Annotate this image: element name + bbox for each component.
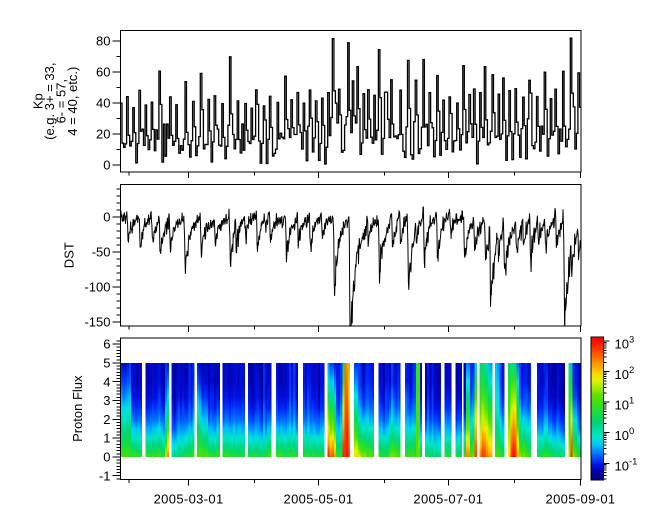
- svg-text:4: 4: [103, 374, 110, 389]
- svg-text:Kp: Kp: [31, 93, 46, 109]
- svg-text:20: 20: [96, 127, 110, 142]
- svg-text:10-1: 10-1: [615, 457, 638, 474]
- svg-text:3: 3: [103, 393, 110, 408]
- svg-text:6- = 57,: 6- = 57,: [54, 79, 69, 123]
- svg-text:40: 40: [96, 96, 110, 111]
- svg-text:4 = 40, etc.): 4 = 40, etc.): [65, 67, 80, 136]
- svg-text:0: 0: [103, 158, 110, 173]
- svg-text:60: 60: [96, 65, 110, 80]
- svg-text:103: 103: [615, 334, 635, 351]
- svg-text:Proton Flux: Proton Flux: [70, 375, 85, 442]
- svg-text:2: 2: [103, 412, 110, 427]
- svg-text:-1: -1: [99, 468, 111, 483]
- svg-text:102: 102: [615, 365, 635, 382]
- svg-text:2005-05-01: 2005-05-01: [284, 492, 354, 507]
- svg-text:0: 0: [103, 210, 110, 225]
- svg-text:2005-09-01: 2005-09-01: [546, 492, 616, 507]
- svg-text:-100: -100: [84, 280, 110, 295]
- svg-text:-50: -50: [92, 245, 111, 260]
- svg-text:100: 100: [615, 426, 635, 443]
- svg-text:2005-03-01: 2005-03-01: [154, 492, 224, 507]
- svg-text:(e.g. 3+ = 33,: (e.g. 3+ = 33,: [42, 63, 57, 140]
- svg-text:6: 6: [103, 337, 110, 352]
- svg-text:5: 5: [103, 356, 110, 371]
- svg-text:0: 0: [103, 450, 110, 465]
- svg-text:101: 101: [615, 395, 635, 412]
- svg-text:1: 1: [103, 431, 110, 446]
- svg-text:DST: DST: [61, 242, 76, 268]
- svg-text:2005-07-01: 2005-07-01: [413, 492, 483, 507]
- svg-text:80: 80: [96, 34, 110, 49]
- svg-text:-150: -150: [84, 315, 110, 330]
